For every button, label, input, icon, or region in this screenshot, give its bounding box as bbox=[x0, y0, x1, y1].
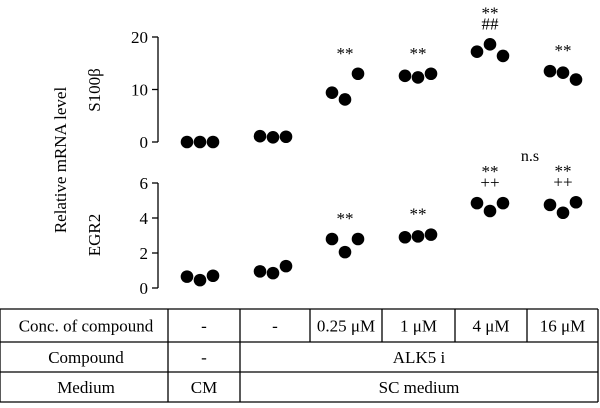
significance-annotation: ** bbox=[482, 162, 499, 181]
y-tick-label: 6 bbox=[140, 174, 149, 193]
data-point bbox=[483, 38, 497, 51]
y-tick-label: 0 bbox=[140, 279, 149, 298]
y-tick-label: 20 bbox=[131, 28, 148, 47]
table-cell: CM bbox=[191, 378, 217, 397]
data-point bbox=[424, 228, 438, 241]
data-point bbox=[470, 196, 484, 210]
data-point bbox=[338, 245, 352, 259]
data-point bbox=[398, 69, 412, 83]
ns-label: n.s bbox=[521, 148, 539, 165]
y-tick-label: 2 bbox=[140, 244, 149, 263]
data-point bbox=[253, 129, 267, 143]
significance-annotation: ** bbox=[482, 3, 499, 22]
data-point bbox=[496, 196, 510, 210]
data-point bbox=[206, 135, 220, 149]
data-point bbox=[398, 230, 412, 244]
y-tick-label: 0 bbox=[140, 133, 149, 152]
data-point bbox=[496, 49, 510, 63]
table-cell: 16 μM bbox=[540, 317, 585, 336]
panel-label-egr2: EGR2 bbox=[85, 214, 104, 257]
data-point bbox=[180, 270, 194, 283]
data-point bbox=[424, 67, 438, 81]
data-point bbox=[411, 71, 425, 84]
data-point bbox=[351, 67, 365, 81]
table-row-header: Medium bbox=[57, 378, 115, 397]
data-point bbox=[206, 269, 220, 283]
table-cell: 4 μM bbox=[473, 317, 510, 336]
data-point bbox=[556, 66, 570, 79]
significance-annotation: ** bbox=[410, 205, 427, 224]
significance-annotation: ++ bbox=[553, 172, 572, 191]
data-point bbox=[266, 130, 280, 144]
significance-annotation: ** bbox=[410, 44, 427, 63]
data-point bbox=[543, 198, 557, 212]
data-point bbox=[180, 135, 194, 149]
condition-table: Conc. of compound - - 0.25 μM 1 μM 4 μM 16 μM C… bbox=[0, 308, 599, 403]
data-point bbox=[556, 206, 570, 220]
data-point bbox=[279, 259, 293, 273]
table-cell: 1 μM bbox=[400, 317, 437, 336]
data-point bbox=[543, 64, 557, 78]
table-row-header: Compound bbox=[48, 348, 124, 367]
data-point bbox=[569, 195, 583, 209]
table-cell: - bbox=[272, 317, 278, 336]
data-point bbox=[193, 135, 207, 149]
panel-label-s100b: S100β bbox=[85, 68, 104, 112]
table-cell: - bbox=[201, 317, 207, 336]
significance-annotation: ** bbox=[555, 41, 572, 60]
data-point bbox=[338, 93, 352, 106]
data-point bbox=[351, 232, 365, 246]
significance-annotation: ## bbox=[482, 14, 500, 33]
data-point bbox=[193, 273, 207, 287]
y-tick-label: 4 bbox=[140, 209, 149, 228]
significance-annotation: ** bbox=[555, 161, 572, 180]
data-point bbox=[279, 130, 293, 144]
data-point bbox=[266, 266, 280, 280]
y-tick-label: 10 bbox=[131, 81, 148, 100]
data-point bbox=[325, 232, 339, 246]
data-point bbox=[253, 265, 267, 278]
data-point bbox=[483, 204, 497, 218]
significance-annotation: ++ bbox=[480, 173, 499, 192]
table-cell: 0.25 μM bbox=[317, 317, 375, 336]
table-row-header: Conc. of compound bbox=[19, 317, 154, 336]
data-point bbox=[325, 86, 339, 99]
data-point bbox=[470, 45, 484, 58]
y-axis-label: Relative mRNA level bbox=[51, 87, 70, 234]
significance-annotation: ** bbox=[337, 44, 354, 63]
significance-annotation: ** bbox=[337, 209, 354, 228]
table-cell: ALK5 i bbox=[393, 348, 446, 367]
data-point bbox=[411, 230, 425, 243]
table-cell: SC medium bbox=[379, 378, 460, 397]
data-point bbox=[569, 73, 583, 86]
table-cell: - bbox=[201, 348, 207, 367]
